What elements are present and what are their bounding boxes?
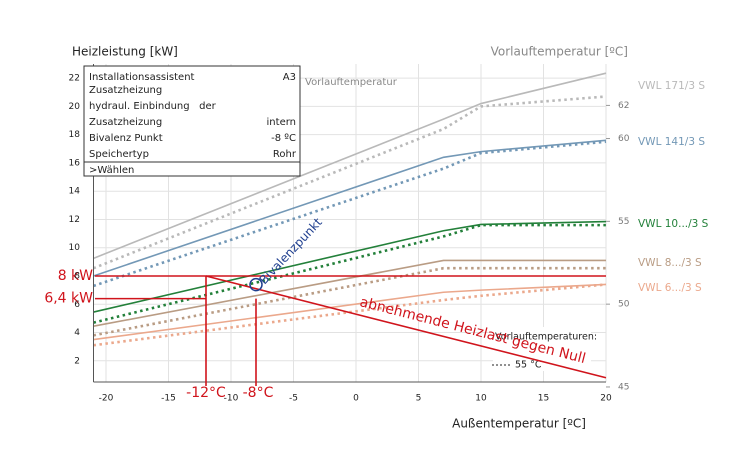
info-label: Speichertyp xyxy=(89,149,149,160)
y-tick-label: 10 xyxy=(69,243,81,253)
y-tick-label: 6 xyxy=(74,300,80,310)
legend-dotted-label: 55 °C xyxy=(515,360,542,371)
y-tick-label: 8 xyxy=(74,272,80,282)
info-label: Zusatzheizung xyxy=(89,85,162,96)
x-tick-label: 10 xyxy=(475,394,487,404)
info-value: A3 xyxy=(283,72,296,83)
y2-tick-label: 50 xyxy=(618,300,630,310)
y-tick-label: 18 xyxy=(69,130,81,140)
y-tick-label: 14 xyxy=(69,187,81,197)
y-tick-label: 4 xyxy=(74,328,80,338)
info-value: intern xyxy=(267,117,296,128)
y-tick-label: 16 xyxy=(69,158,81,168)
series-label: VWL 6.../3 S xyxy=(638,282,702,294)
info-label: Bivalenz Punkt xyxy=(89,133,163,144)
info-value: Rohr xyxy=(273,149,297,160)
x-tick-label: 0 xyxy=(353,394,359,404)
y2-tick-label: 62 xyxy=(618,101,629,111)
x-tick-label: -10 xyxy=(224,394,239,404)
info-value: -8 ºC xyxy=(271,133,296,144)
series-label: VWL 171/3 S xyxy=(638,80,705,92)
series-line-dotted xyxy=(93,95,607,270)
x-marker-label: -12°C xyxy=(186,385,226,401)
y-tick-label: 20 xyxy=(69,102,81,112)
x-tick-label: -5 xyxy=(289,394,298,404)
x-tick-label: -20 xyxy=(99,394,114,404)
y2-tick-label: 45 xyxy=(618,382,629,392)
series-line xyxy=(93,283,607,341)
series-line xyxy=(93,220,607,313)
info-panel xyxy=(83,65,301,177)
x-tick-label: 20 xyxy=(600,394,612,404)
x-tick-label: -15 xyxy=(161,394,176,404)
y2-tick-label: 60 xyxy=(618,134,630,144)
x-tick-label: 5 xyxy=(416,394,422,404)
series-label: VWL 141/3 S xyxy=(638,136,705,148)
info-label: Zusatzheizung xyxy=(89,117,162,128)
series-line xyxy=(93,139,607,277)
y-tick-label: 22 xyxy=(69,74,80,84)
bivalence-point xyxy=(249,277,263,292)
x-axis-title: Außentemperatur [ºC] xyxy=(452,417,586,431)
load-line xyxy=(205,275,607,379)
inner-label: Vorlauftemperatur xyxy=(305,77,398,88)
legend-title: Vorlauftemperaturen: xyxy=(495,332,597,343)
series-line-dotted xyxy=(93,266,606,337)
info-label: Installationsassistent xyxy=(89,72,195,83)
legend-box xyxy=(493,327,591,371)
series-lines xyxy=(93,72,607,347)
series-line-dotted xyxy=(93,223,606,324)
info-label: >Wählen xyxy=(89,165,134,176)
series-line-dotted xyxy=(93,283,607,347)
y2-tick-label: 55 xyxy=(618,217,629,227)
x-marker-label: -8°C xyxy=(243,385,274,401)
y-tick-label: 2 xyxy=(74,356,80,366)
marker-label: 6,4 kW xyxy=(44,291,93,307)
series-label: VWL 8.../3 S xyxy=(638,257,702,269)
y2-axis-title: Vorlauftemperatur [ºC] xyxy=(491,45,628,59)
info-label: hydraul. Einbindung der xyxy=(89,101,217,112)
temp-legend: Vorlauftemperaturen: 55 °C xyxy=(492,327,597,371)
info-box xyxy=(83,65,301,177)
x-tick-label: 15 xyxy=(538,394,549,404)
y-tick-label: 12 xyxy=(69,215,80,225)
marker-label: 8 kW xyxy=(58,268,93,284)
y-axis-title: Heizleistung [kW] xyxy=(72,45,178,59)
series-line xyxy=(93,72,607,260)
series-label: VWL 10.../3 S xyxy=(638,218,709,230)
series-line xyxy=(93,259,606,327)
